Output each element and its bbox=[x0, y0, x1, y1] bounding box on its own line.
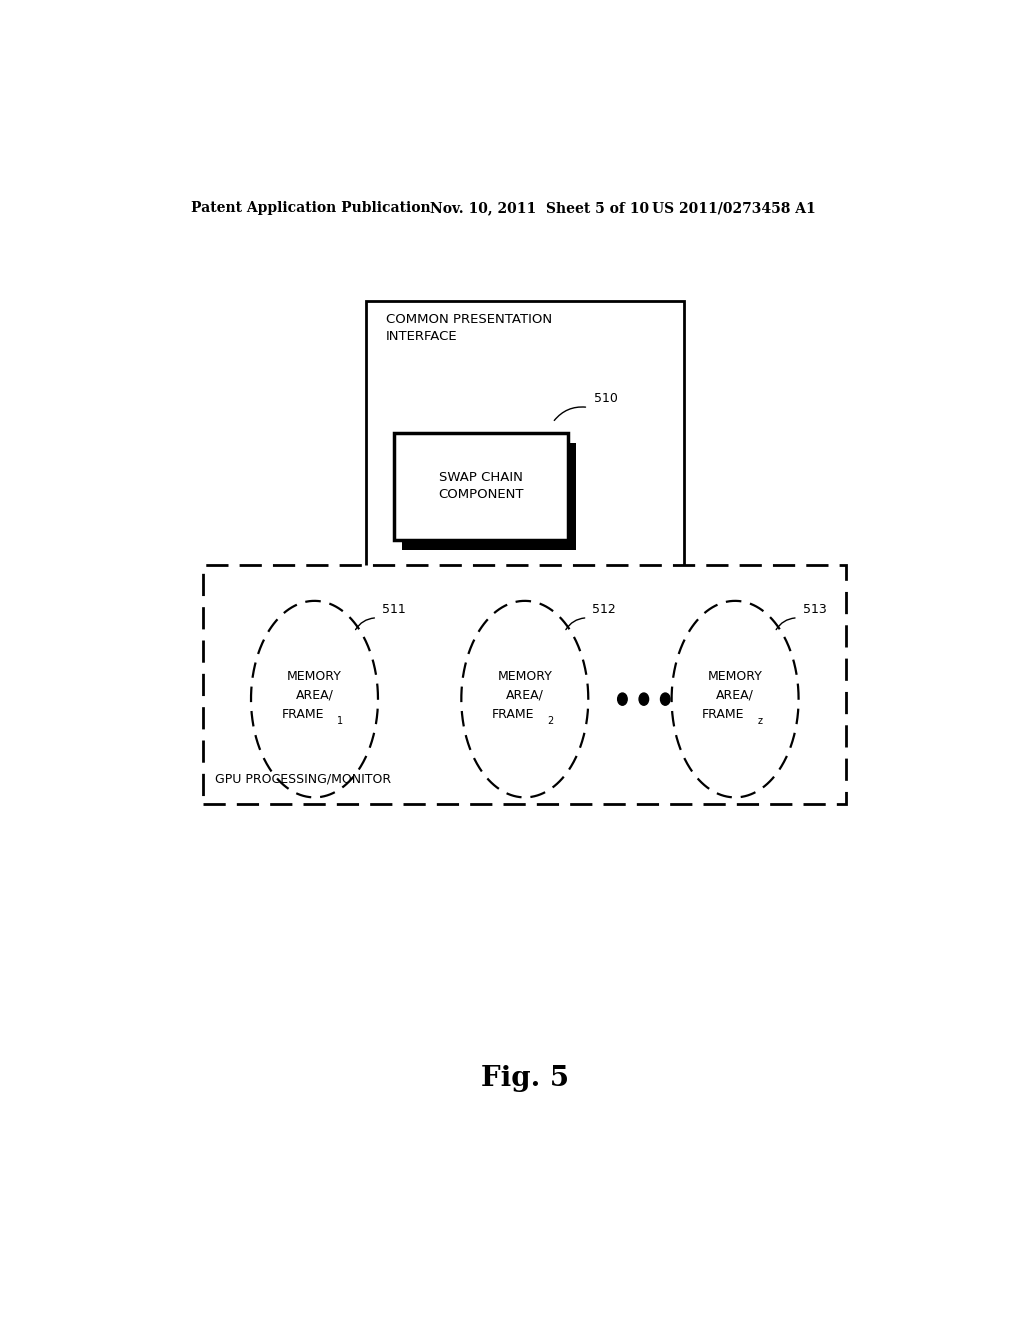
Text: 510: 510 bbox=[594, 392, 617, 405]
Circle shape bbox=[617, 693, 627, 705]
Text: 511: 511 bbox=[382, 603, 406, 615]
Text: Fig. 5: Fig. 5 bbox=[480, 1065, 569, 1092]
Text: FRAME: FRAME bbox=[701, 708, 744, 721]
Text: z: z bbox=[758, 717, 762, 726]
Text: MEMORY: MEMORY bbox=[287, 671, 342, 684]
Text: GPU PROCESSING/MONITOR: GPU PROCESSING/MONITOR bbox=[215, 772, 391, 785]
Text: AREA/: AREA/ bbox=[716, 689, 754, 701]
Text: AREA/: AREA/ bbox=[506, 689, 544, 701]
Text: SWAP CHAIN
COMPONENT: SWAP CHAIN COMPONENT bbox=[438, 471, 524, 502]
Circle shape bbox=[660, 693, 670, 705]
Text: FRAME: FRAME bbox=[282, 708, 324, 721]
Text: 513: 513 bbox=[803, 603, 826, 615]
Text: US 2011/0273458 A1: US 2011/0273458 A1 bbox=[652, 201, 815, 215]
Text: MEMORY: MEMORY bbox=[498, 671, 552, 684]
Text: FRAME: FRAME bbox=[492, 708, 535, 721]
Text: COMMON PRESENTATION
INTERFACE: COMMON PRESENTATION INTERFACE bbox=[386, 313, 552, 343]
Text: 1: 1 bbox=[337, 717, 343, 726]
Bar bbox=[204, 565, 846, 804]
Text: 2: 2 bbox=[547, 717, 553, 726]
Text: Nov. 10, 2011  Sheet 5 of 10: Nov. 10, 2011 Sheet 5 of 10 bbox=[430, 201, 648, 215]
Text: MEMORY: MEMORY bbox=[708, 671, 763, 684]
Text: 512: 512 bbox=[592, 603, 616, 615]
Text: AREA/: AREA/ bbox=[296, 689, 334, 701]
Text: Patent Application Publication: Patent Application Publication bbox=[191, 201, 431, 215]
Bar bbox=[367, 301, 684, 570]
Circle shape bbox=[639, 693, 648, 705]
Bar bbox=[401, 444, 577, 549]
Bar bbox=[394, 433, 568, 540]
